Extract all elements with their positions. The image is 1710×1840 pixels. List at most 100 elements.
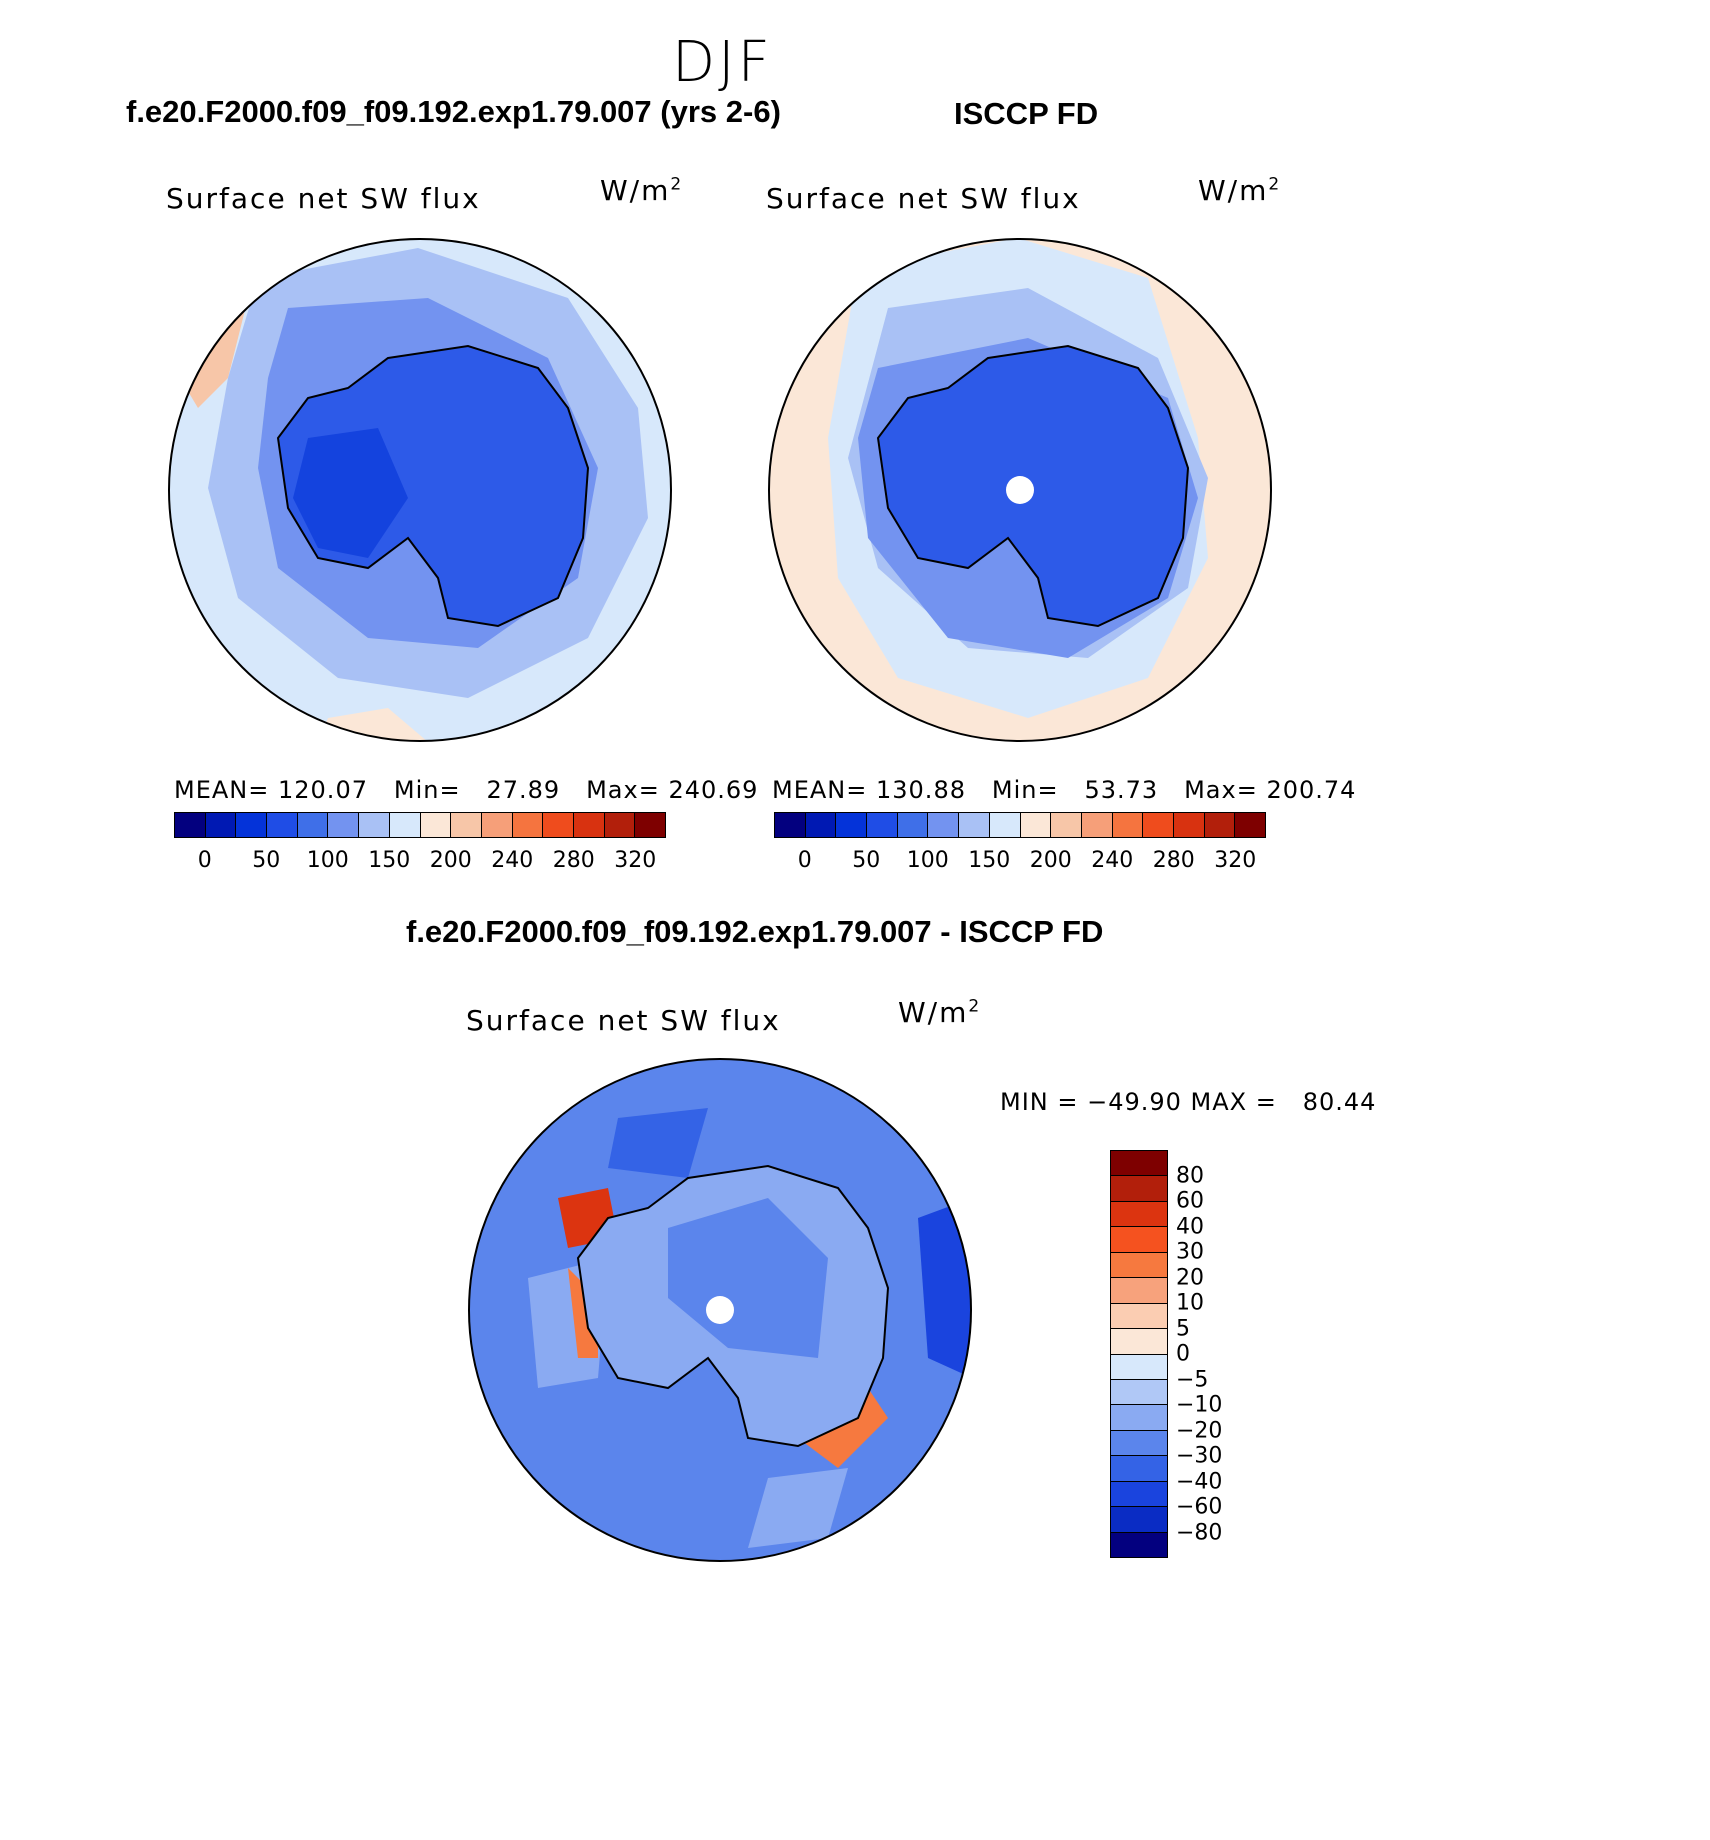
colorbar-tick-label: 50	[852, 848, 881, 873]
colorbar-swatch	[805, 813, 837, 837]
colorbar-tick-label: −60	[1176, 1494, 1223, 1520]
colorbar-swatch	[236, 813, 268, 837]
colorbar-swatch	[1111, 1354, 1167, 1380]
colorbar-swatch	[328, 813, 360, 837]
colorbar-tick-label: 320	[614, 848, 657, 873]
colorbar-swatch	[1111, 1329, 1167, 1355]
colorbar-swatch	[775, 813, 806, 837]
colorbar-swatch	[1235, 813, 1265, 837]
colorbar-tick-label: 40	[1176, 1214, 1204, 1239]
model-panel-title: f.e20.F2000.f09_f09.192.exp1.79.007 (yrs…	[126, 94, 781, 129]
colorbar-tick-label: 240	[1091, 848, 1134, 873]
obs-units-label: W/m2	[1198, 174, 1282, 207]
colorbar-tick-label: −20	[1176, 1418, 1223, 1443]
colorbar-tick-label: 10	[1176, 1290, 1204, 1316]
diff-minmax: MIN = −49.90 MAX = 80.44	[1000, 1088, 1377, 1116]
colorbar-tick-label: 200	[1029, 848, 1072, 873]
colorbar-tick-label: 200	[429, 848, 472, 873]
colorbar-swatch	[543, 813, 574, 837]
colorbar-swatch	[297, 813, 329, 837]
colorbar-tick-label: 240	[491, 848, 534, 873]
colorbar-tick-label: 280	[552, 848, 595, 873]
colorbar-swatch	[1111, 1227, 1167, 1253]
colorbar-tick-label: 280	[1152, 848, 1195, 873]
obs-stats: MEAN= 130.88 Min= 53.73 Max= 200.74	[772, 776, 1357, 804]
colorbar-swatch	[635, 813, 665, 837]
colorbar-swatch	[1111, 1507, 1167, 1533]
colorbar-swatch	[481, 813, 513, 837]
colorbar-tick-label: 50	[252, 848, 281, 873]
colorbar-swatch	[1111, 1405, 1167, 1431]
colorbar-tick-label: 20	[1176, 1265, 1204, 1290]
colorbar-tick-label: −5	[1176, 1367, 1209, 1392]
obs-variable-label: Surface net SW flux	[766, 182, 1081, 215]
model-stats: MEAN= 120.07 Min= 27.89 Max= 240.69	[174, 776, 759, 804]
east-deep	[918, 1198, 971, 1378]
colorbar-swatch	[420, 813, 452, 837]
colorbar-tick-label: 30	[1176, 1239, 1204, 1265]
colorbar-swatch	[359, 813, 390, 837]
colorbar-swatch	[897, 813, 929, 837]
colorbar-swatch	[1111, 1176, 1167, 1202]
colorbar-swatch	[451, 813, 482, 837]
colorbar-swatch	[1111, 1151, 1167, 1177]
colorbar-tick-label: 0	[197, 848, 212, 873]
colorbar-swatch	[867, 813, 898, 837]
colorbar-tick-label: −80	[1176, 1520, 1223, 1545]
colorbar-swatch	[959, 813, 990, 837]
colorbar-swatch	[267, 813, 298, 837]
colorbar-swatch	[1111, 1252, 1167, 1279]
obs-polar-map	[768, 238, 1272, 742]
colorbar-tick-label: 100	[906, 848, 949, 873]
diff-variable-label: Surface net SW flux	[466, 1004, 781, 1037]
antarctica	[276, 344, 590, 628]
colorbar-tick-label: 0	[1176, 1341, 1190, 1367]
model-variable-label: Surface net SW flux	[166, 182, 481, 215]
season-title: DJF	[672, 30, 773, 95]
colorbar-swatch	[1111, 1532, 1167, 1557]
colorbar-swatch	[1111, 1456, 1167, 1482]
colorbar-tick-label: 150	[968, 848, 1011, 873]
model-polar-map	[168, 238, 672, 742]
colorbar-swatch	[1204, 813, 1236, 837]
colorbar-swatch	[1081, 813, 1113, 837]
colorbar-tick-label: 5	[1176, 1316, 1190, 1341]
colorbar-swatch	[1143, 813, 1174, 837]
obs-panel-title: ISCCP FD	[954, 96, 1099, 131]
model-units-label: W/m2	[600, 174, 684, 207]
colorbar-tick-label: −30	[1176, 1443, 1223, 1469]
colorbar-swatch	[1111, 1201, 1167, 1228]
colorbar-swatch	[604, 813, 636, 837]
obs-colorbar	[774, 812, 1266, 838]
colorbar-swatch	[1111, 1379, 1167, 1406]
diff-units-label: W/m2	[898, 996, 982, 1029]
colorbar-swatch	[1111, 1278, 1167, 1304]
colorbar-swatch	[989, 813, 1021, 837]
colorbar-swatch	[512, 813, 544, 837]
deep-region	[293, 428, 408, 558]
colorbar-swatch	[1173, 813, 1205, 837]
diff-colorbar	[1110, 1150, 1168, 1558]
colorbar-swatch	[205, 813, 237, 837]
colorbar-tick-label: 80	[1176, 1163, 1204, 1188]
colorbar-swatch	[1111, 1303, 1167, 1330]
colorbar-tick-label: −10	[1176, 1392, 1223, 1418]
diff-polar-map	[468, 1058, 972, 1562]
model-colorbar	[174, 812, 666, 838]
colorbar-tick-label: 150	[368, 848, 411, 873]
colorbar-tick-label: 320	[1214, 848, 1257, 873]
pole-hole	[706, 1296, 734, 1324]
colorbar-swatch	[836, 813, 868, 837]
colorbar-swatch	[1020, 813, 1052, 837]
colorbar-swatch	[573, 813, 605, 837]
colorbar-tick-label: −40	[1176, 1469, 1223, 1494]
colorbar-tick-label: 100	[306, 848, 349, 873]
colorbar-swatch	[389, 813, 421, 837]
colorbar-swatch	[1051, 813, 1082, 837]
colorbar-tick-label: 0	[797, 848, 812, 873]
colorbar-swatch	[175, 813, 206, 837]
pole-hole	[1006, 476, 1034, 504]
colorbar-swatch	[1111, 1430, 1167, 1457]
diff-panel-title: f.e20.F2000.f09_f09.192.exp1.79.007 - IS…	[406, 914, 1104, 949]
colorbar-tick-label: 60	[1176, 1188, 1204, 1214]
